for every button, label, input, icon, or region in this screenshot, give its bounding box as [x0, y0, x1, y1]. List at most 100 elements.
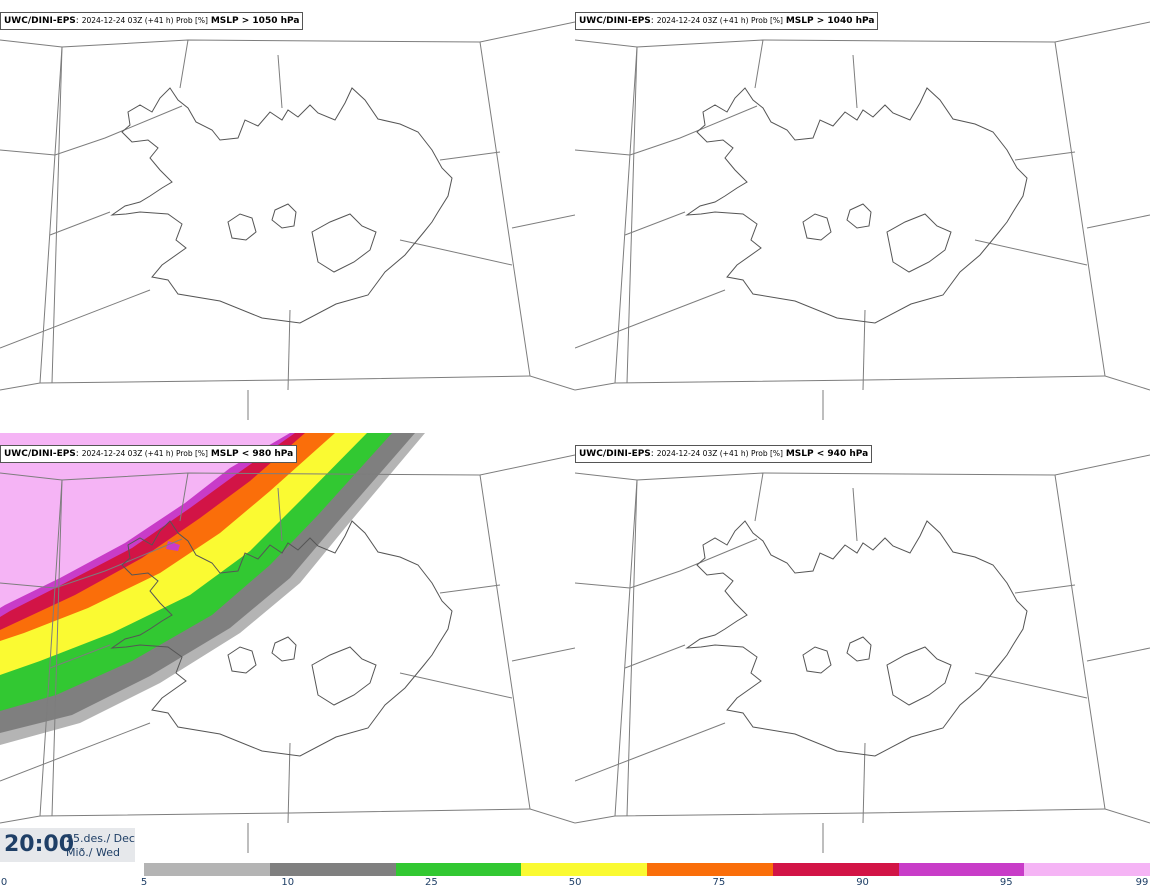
region-boundary-line — [1054, 474, 1150, 824]
map-panel-3: UWC/DINI-EPS: 2024-12-24 03Z (+41 h) Pro… — [0, 433, 575, 853]
glacier-outline — [311, 213, 377, 273]
region-boundary-line — [974, 239, 1088, 266]
iceland-coastline — [110, 520, 453, 757]
region-boundary-line — [0, 808, 531, 824]
glacier-outline — [271, 203, 297, 229]
iceland-coastline — [685, 87, 1028, 324]
region-boundary-line — [626, 46, 638, 384]
glacier-outline — [802, 646, 832, 674]
region-boundary-line — [575, 375, 1106, 391]
region-boundary-line — [754, 39, 764, 89]
glacier-outline — [271, 636, 297, 662]
region-boundary-line — [1054, 41, 1150, 391]
panel-title-1: UWC/DINI-EPS: 2024-12-24 03Z (+41 h) Pro… — [0, 12, 304, 30]
glacier-outline — [886, 646, 952, 706]
legend-tick-label: 5 — [140, 877, 148, 888]
region-boundary-line — [51, 479, 63, 817]
glacier-outline — [802, 213, 832, 241]
region-boundary-line — [0, 39, 63, 48]
map-3 — [0, 433, 575, 853]
region-boundary-line — [0, 375, 531, 391]
glacier-outline — [227, 646, 257, 674]
region-boundary-line — [575, 105, 758, 156]
region-boundary-line — [575, 289, 726, 349]
legend-swatch — [772, 863, 899, 876]
region-boundary-line — [575, 808, 1106, 824]
region-boundary-line — [862, 309, 866, 391]
region-boundary-line — [39, 21, 575, 384]
region-boundary-line — [439, 584, 501, 594]
map-panel-4: UWC/DINI-EPS: 2024-12-24 03Z (+41 h) Pro… — [575, 433, 1150, 853]
legend-tick-label: 50 — [568, 877, 582, 888]
region-boundary-line — [624, 211, 686, 236]
region-boundary-line — [511, 647, 575, 662]
region-boundary-line — [575, 472, 638, 481]
iceland-coastline — [685, 520, 1028, 757]
region-boundary-line — [614, 454, 1150, 817]
region-boundary-line — [399, 239, 513, 266]
legend-ticks: 0 5 10 25 50 75 90 95 99 — [0, 877, 1150, 891]
region-boundary-line — [277, 54, 283, 109]
glacier-outline — [846, 636, 872, 662]
valid-time: 20:00 — [4, 832, 75, 857]
valid-time-box: 20:00 25.des./ Dec Mið./ Wed — [0, 828, 135, 862]
region-boundary-line — [974, 672, 1088, 699]
region-boundary-line — [0, 722, 151, 782]
region-boundary-line — [479, 474, 575, 824]
region-boundary-line — [575, 722, 726, 782]
prob-band-99 — [0, 433, 290, 608]
region-boundary-line — [511, 214, 575, 229]
region-boundary-line — [575, 39, 638, 48]
map-2 — [575, 21, 1150, 420]
legend-tick-label: 90 — [856, 877, 869, 888]
region-boundary-line — [1014, 584, 1076, 594]
region-boundary-line — [862, 742, 866, 824]
legend-swatch — [395, 863, 522, 876]
legend-tick-label: 0 — [0, 877, 8, 888]
region-boundary-line — [399, 672, 513, 699]
legend-swatch — [521, 863, 647, 876]
region-boundary-line — [179, 472, 189, 522]
region-boundary-line — [49, 644, 111, 669]
region-boundary-line — [51, 46, 63, 384]
valid-date: 25.des./ Dec Mið./ Wed — [66, 832, 135, 859]
legend-tick-label: 10 — [281, 877, 295, 888]
panel-title-3: UWC/DINI-EPS: 2024-12-24 03Z (+41 h) Pro… — [0, 445, 298, 463]
legend-tick-label: 95 — [999, 877, 1013, 888]
region-boundary-line — [0, 105, 183, 156]
legend-tick-label: 75 — [712, 877, 726, 888]
color-legend — [144, 863, 1150, 876]
region-boundary-line — [287, 742, 291, 824]
region-boundary-line — [0, 538, 183, 589]
region-boundary-line — [179, 39, 189, 89]
region-boundary-line — [614, 21, 1150, 384]
region-boundary-line — [0, 472, 63, 481]
region-boundary-line — [1014, 151, 1076, 161]
legend-swatch — [269, 863, 396, 876]
region-boundary-line — [479, 41, 575, 391]
region-boundary-line — [1086, 647, 1150, 662]
glacier-outline — [311, 646, 377, 706]
legend-swatch — [144, 863, 270, 876]
region-boundary-line — [624, 644, 686, 669]
region-boundary-line — [1086, 214, 1150, 229]
legend-swatch — [1024, 863, 1150, 876]
panel-title-4: UWC/DINI-EPS: 2024-12-24 03Z (+41 h) Pro… — [575, 445, 873, 463]
glacier-outline — [846, 203, 872, 229]
glacier-outline — [227, 213, 257, 241]
legend-tick-label: 99 — [1135, 877, 1149, 888]
region-boundary-line — [439, 151, 501, 161]
legend-tick-label: 25 — [425, 877, 438, 888]
prob-blob-99 — [166, 541, 180, 551]
map-panel-1: UWC/DINI-EPS: 2024-12-24 03Z (+41 h) Pro… — [0, 0, 575, 420]
region-boundary-line — [49, 211, 111, 236]
map-4 — [575, 454, 1150, 853]
region-boundary-line — [575, 538, 758, 589]
iceland-coastline — [110, 87, 453, 324]
region-boundary-line — [287, 309, 291, 391]
region-boundary-line — [852, 487, 858, 542]
region-boundary-line — [852, 54, 858, 109]
region-boundary-line — [754, 472, 764, 522]
region-boundary-line — [626, 479, 638, 817]
map-1 — [0, 21, 575, 420]
